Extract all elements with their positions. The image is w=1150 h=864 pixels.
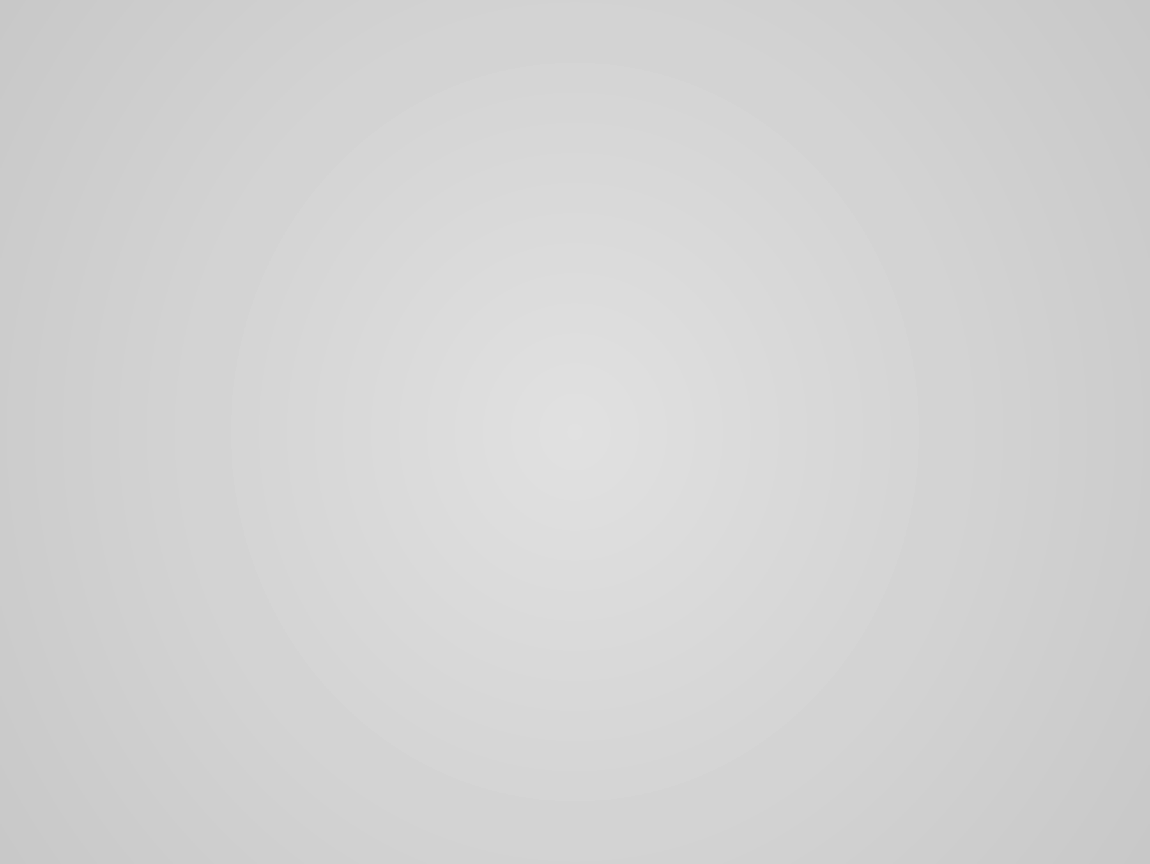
Circle shape [181,490,222,521]
Polygon shape [278,274,414,389]
Polygon shape [662,223,792,332]
Text: Для I контура: I₁R₁ – I₄R₄  = E₁: Для I контура: I₁R₁ – I₄R₄ = E₁ [337,604,813,632]
Text: I$_3$: I$_3$ [297,531,313,552]
Text: I$_5$: I$_5$ [862,370,879,391]
Circle shape [688,469,784,542]
Text: III: III [715,310,745,338]
Text: Для II контура: I₄R₄ – I₅R₅  – I₃R₃  = E₃: Для II контура: I₄R₄ – I₅R₅ – I₃R₃ = E₃ [282,690,868,718]
Text: I$_4$: I$_4$ [337,355,355,377]
Text: 2: 2 [543,35,561,63]
Circle shape [928,490,969,521]
Text: R$_5$: R$_5$ [770,265,799,289]
Text: R$_1$: R$_1$ [376,78,406,104]
Text: R$_4$: R$_4$ [275,320,302,343]
Text: 1: 1 [163,533,182,561]
Polygon shape [630,63,807,118]
Text: II: II [611,435,631,463]
Text: Для III контура: I₂R₂ + I₅R₅  = –E₂: Для III контура: I₂R₂ + I₅R₅ = –E₂ [313,772,837,800]
Polygon shape [301,63,481,118]
Text: I$_2$: I$_2$ [975,132,991,153]
Text: I: I [352,336,361,364]
Polygon shape [397,477,558,534]
Ellipse shape [158,270,245,360]
Text: R$_3$: R$_3$ [462,492,492,518]
Text: R$_2$: R$_2$ [704,78,734,104]
Ellipse shape [905,270,992,360]
Text: E$_2$: E$_2$ [1003,247,1028,271]
Text: E$_3$: E$_3$ [729,437,754,461]
Text: E$_1$: E$_1$ [125,247,151,271]
Text: I$_1$: I$_1$ [161,426,177,447]
Text: 3: 3 [974,533,992,561]
Circle shape [526,75,567,106]
